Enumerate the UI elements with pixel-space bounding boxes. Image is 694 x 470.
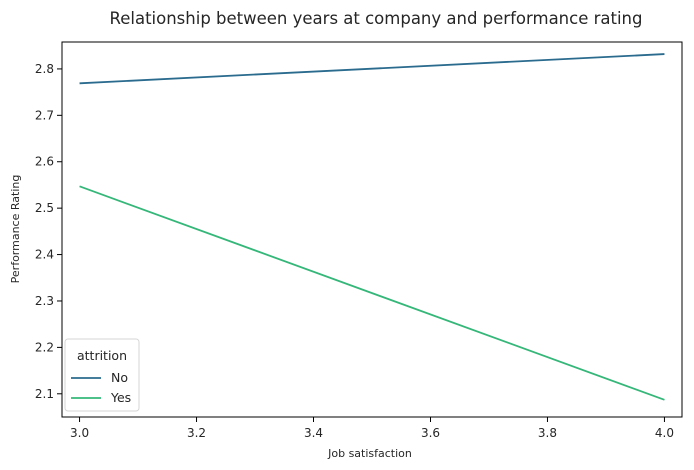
- legend: attrition No Yes: [64, 338, 140, 412]
- x-tick-label: 3.2: [187, 426, 206, 440]
- x-axis: 3.0 3.2 3.4 3.6 3.8 4.0: [70, 417, 674, 440]
- y-axis-label: Performance Rating: [9, 175, 22, 284]
- x-tick-label: 3.4: [304, 426, 323, 440]
- y-tick-label: 2.5: [35, 201, 54, 215]
- series-line-yes: [79, 185, 665, 401]
- y-tick-label: 2.4: [35, 248, 54, 262]
- chart-title: Relationship between years at company an…: [110, 9, 643, 28]
- plot-area-frame: [61, 41, 683, 418]
- x-tick-label: 3.6: [421, 426, 440, 440]
- legend-label-yes: Yes: [110, 390, 131, 405]
- legend-title: attrition: [77, 348, 127, 363]
- series-line-no: [79, 53, 665, 85]
- y-tick-label: 2.7: [35, 108, 54, 122]
- y-tick-label: 2.1: [35, 387, 54, 401]
- y-axis: 2.1 2.2 2.3 2.4 2.5 2.6 2.7 2.8: [35, 62, 62, 401]
- series-layer: [79, 53, 665, 401]
- y-tick-label: 2.8: [35, 62, 54, 76]
- y-tick-label: 2.2: [35, 340, 54, 354]
- legend-box: [64, 338, 140, 412]
- legend-label-no: No: [111, 370, 128, 385]
- y-tick-label: 2.3: [35, 294, 54, 308]
- x-tick-label: 4.0: [655, 426, 674, 440]
- x-axis-label: Job satisfaction: [327, 447, 412, 460]
- x-tick-label: 3.8: [538, 426, 557, 440]
- y-tick-label: 2.6: [35, 155, 54, 169]
- x-tick-label: 3.0: [70, 426, 89, 440]
